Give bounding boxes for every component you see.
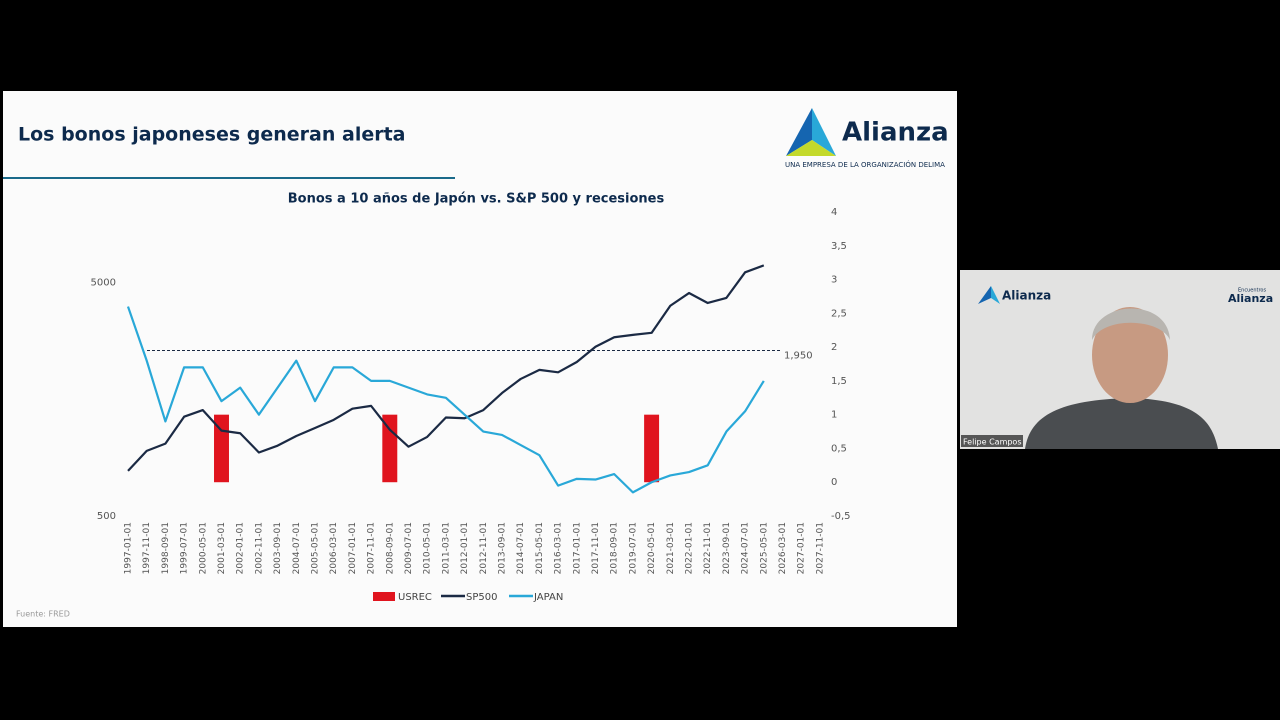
x-tick-label: 2017-11-01: [591, 522, 601, 574]
x-tick-label: 2018-09-01: [610, 522, 620, 574]
slide: [3, 91, 957, 627]
recession-bar: [644, 414, 660, 483]
webcam-badge: Alianza: [1228, 292, 1273, 305]
y2-tick-label: 2: [831, 342, 837, 353]
x-tick-label: 2011-03-01: [441, 522, 451, 574]
x-tick-label: 2026-03-01: [778, 522, 788, 574]
x-tick-label: 2001-03-01: [217, 522, 227, 574]
logo-shape: [786, 140, 836, 156]
source: Fuente: FRED: [16, 610, 70, 619]
person-hair: [1092, 308, 1170, 340]
x-tick-label: 2002-01-01: [236, 522, 246, 574]
x-tick-label: 2015-05-01: [535, 522, 545, 574]
participant-name: Felipe Campos: [963, 438, 1022, 447]
x-tick-label: 1999-07-01: [180, 522, 190, 574]
logo-text: Alianza: [842, 118, 949, 148]
y2-tick-label: 0: [831, 477, 837, 488]
x-tick-label: 2002-11-01: [254, 522, 264, 574]
x-tick-label: 2027-11-01: [815, 522, 825, 574]
x-tick-label: 2008-09-01: [385, 522, 395, 574]
x-tick-label: 2000-05-01: [198, 522, 208, 574]
y2-tick-label: 3: [831, 275, 837, 286]
x-tick-label: 2012-01-01: [460, 522, 470, 574]
x-tick-label: 2022-01-01: [685, 522, 695, 574]
webcam-logo-shape: [991, 286, 1000, 304]
person-body: [1025, 398, 1218, 449]
chart-title: Bonos a 10 años de Japón vs. S&P 500 y r…: [288, 192, 665, 207]
x-tick-label: 2022-11-01: [703, 522, 713, 574]
y2-tick-label: 2,5: [831, 308, 847, 319]
x-tick-label: 1997-01-01: [124, 522, 134, 574]
x-tick-label: 1998-09-01: [161, 522, 171, 574]
series-line: [127, 264, 765, 472]
x-tick-label: 2003-09-01: [273, 522, 283, 574]
legend-label: USREC: [398, 592, 432, 603]
x-tick-label: 2006-03-01: [329, 522, 339, 574]
webcam: Alianza Encuentros Alianza Felipe Campos: [960, 270, 1280, 449]
y2-tick-label: 4: [831, 207, 837, 218]
x-tick-label: 2012-11-01: [479, 522, 489, 574]
series-line: [126, 306, 765, 494]
legend-label: SP500: [466, 592, 497, 603]
logo-tagline: UNA EMPRESA DE LA ORGANIZACIÓN DELIMA: [785, 160, 945, 169]
logo: Alianza UNA EMPRESA DE LA ORGANIZACIÓN D…: [785, 108, 949, 169]
x-tick-label: 2024-07-01: [741, 522, 751, 574]
y-tick-label: 5000: [91, 277, 116, 288]
x-tick-label: 2020-05-01: [647, 522, 657, 574]
x-tick-label: 2019-07-01: [628, 522, 638, 574]
y2-tick-label: 3,5: [831, 241, 847, 252]
x-tick-label: 2010-05-01: [423, 522, 433, 574]
y-tick-label: 500: [97, 511, 116, 522]
webcam-logo: Alianza: [1002, 289, 1051, 303]
legend-label: JAPAN: [533, 592, 563, 603]
y2-tick-label: 0,5: [831, 443, 847, 454]
x-tick-label: 2007-11-01: [367, 522, 377, 574]
x-tick-label: 2025-05-01: [759, 522, 769, 574]
x-tick-label: 2013-09-01: [498, 522, 508, 574]
y2-tick-label: -0,5: [831, 511, 851, 522]
y2-tick-label: 1: [831, 410, 837, 421]
x-tick-label: 2014-07-01: [516, 522, 526, 574]
webcam-logo-shape: [978, 286, 991, 304]
x-tick-label: 2021-03-01: [666, 522, 676, 574]
x-tick-label: 2005-05-01: [311, 522, 321, 574]
x-tick-label: 2007-01-01: [348, 522, 358, 574]
reference-label: 1,950: [784, 350, 813, 361]
legend-swatch: [373, 592, 395, 601]
recession-bar: [382, 414, 398, 483]
x-tick-label: 2027-01-01: [797, 522, 807, 574]
x-tick-label: 2016-03-01: [554, 522, 564, 574]
y2-tick-label: 1,5: [831, 376, 847, 387]
person-face: [1092, 307, 1168, 403]
chart: 500 5000 4 3,5 3 2,5 2 1,5 1 0,5 0 -0,5 1997-01-01 19…: [91, 207, 851, 603]
x-tick-label: 2004-07-01: [292, 522, 302, 574]
x-tick-label: 2009-07-01: [404, 522, 414, 574]
x-tick-label: 1997-11-01: [142, 522, 152, 574]
webcam-badge-top: Encuentros: [1238, 288, 1266, 294]
slide-title: Los bonos japoneses generan alerta: [18, 124, 406, 146]
name-tag: [961, 435, 1023, 447]
x-tick-label: 2017-01-01: [572, 522, 582, 574]
x-tick-label: 2023-09-01: [722, 522, 732, 574]
